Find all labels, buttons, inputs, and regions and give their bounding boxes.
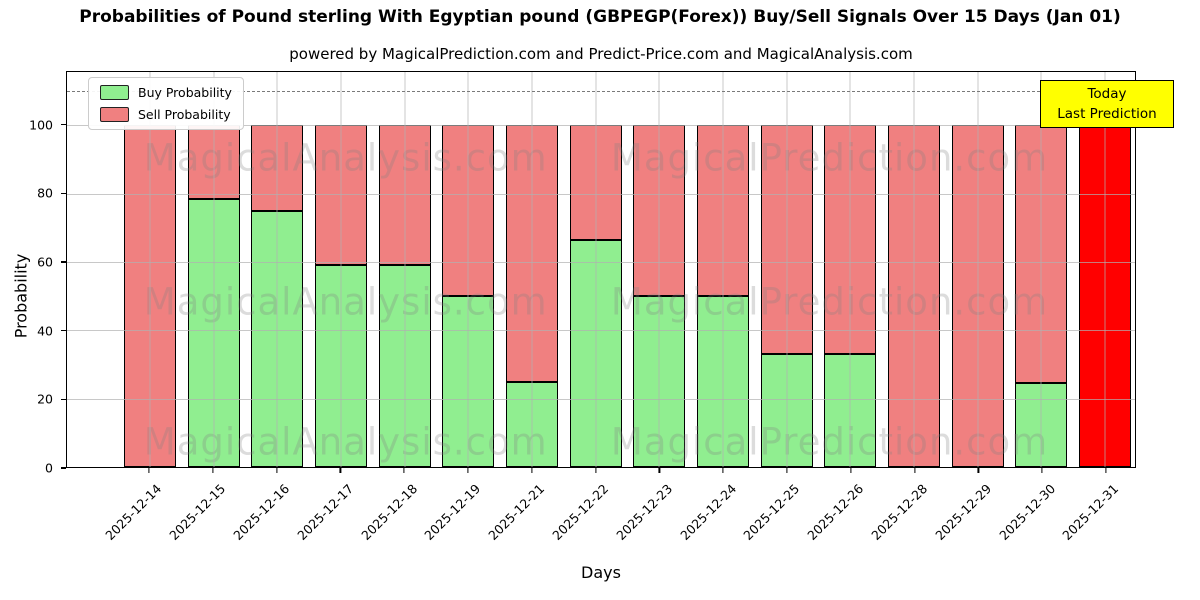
chart-subtitle: powered by MagicalPrediction.com and Pre… <box>289 45 913 63</box>
x-tick-label: 2025-12-30 <box>995 481 1058 543</box>
x-tick-label: 2025-12-15 <box>166 481 229 543</box>
watermark-text: MagicalPrediction.com <box>610 280 1049 324</box>
legend-label-buy: Buy Probability <box>138 85 232 100</box>
v-gridline <box>531 72 533 467</box>
legend: Buy Probability Sell Probability <box>88 77 244 130</box>
v-gridline <box>658 72 660 467</box>
h-gridline <box>67 398 1135 400</box>
v-gridline <box>340 72 342 467</box>
x-tick <box>786 468 788 473</box>
x-tick-label: 2025-12-19 <box>421 481 484 543</box>
y-tick <box>61 261 66 263</box>
x-tick <box>339 468 342 473</box>
v-gridline <box>786 72 788 467</box>
x-tick-label: 2025-12-21 <box>485 481 548 543</box>
h-gridline <box>67 261 1135 263</box>
x-tick <box>403 468 405 473</box>
x-tick-label: 2025-12-18 <box>357 481 420 543</box>
chart-title: Probabilities of Pound sterling With Egy… <box>79 7 1121 27</box>
y-tick-label: 40 <box>37 323 53 339</box>
v-gridline <box>849 72 851 467</box>
x-tick <box>467 468 469 473</box>
watermark-text: MagicalPrediction.com <box>610 420 1049 464</box>
x-tick-label: 2025-12-24 <box>676 481 739 543</box>
watermark-text: MagicalPrediction.com <box>610 136 1049 180</box>
x-tick <box>914 468 916 473</box>
x-tick-label: 2025-12-25 <box>740 481 803 543</box>
today-annotation-line2: Last Prediction <box>1057 106 1157 122</box>
v-gridline <box>595 72 597 467</box>
v-gridline <box>404 72 406 467</box>
legend-item-buy: Buy Probability <box>100 85 232 100</box>
y-tick <box>61 330 66 332</box>
x-tick <box>531 468 533 473</box>
sell-probability-swatch <box>100 107 129 122</box>
plot-area: Buy Probability Sell Probability Today L… <box>66 71 1174 468</box>
v-gridline <box>1040 72 1042 467</box>
y-axis: 0 20 40 60 80 100 <box>0 71 66 476</box>
x-tick-label: 2025-12-26 <box>804 481 867 543</box>
x-tick-label: 2025-12-22 <box>549 481 612 543</box>
x-axis-title: Days <box>581 563 621 582</box>
today-annotation: Today Last Prediction <box>1040 80 1174 128</box>
x-tick <box>148 468 150 473</box>
v-gridline <box>913 72 915 467</box>
x-tick-label: 2025-12-14 <box>102 481 165 543</box>
v-gridline <box>722 72 724 467</box>
h-gridline <box>67 330 1135 332</box>
x-tick <box>1105 468 1107 473</box>
x-tick-label: 2025-12-28 <box>868 481 931 543</box>
today-annotation-line1: Today <box>1087 85 1127 102</box>
y-tick-label: 20 <box>37 391 53 407</box>
buy-probability-swatch <box>100 85 129 100</box>
y-tick-label: 60 <box>37 254 53 270</box>
x-tick <box>658 468 661 473</box>
y-tick <box>61 123 66 126</box>
x-tick <box>722 468 724 473</box>
watermark-text: MagicalAnalysis.com <box>143 280 548 324</box>
y-tick-label: 0 <box>45 460 53 476</box>
legend-label-sell: Sell Probability <box>138 107 231 122</box>
x-tick <box>850 468 852 473</box>
h-gridline <box>67 125 1135 127</box>
x-tick-label: 2025-12-23 <box>613 481 676 543</box>
x-axis: 2025-12-14 2025-12-15 2025-12-16 2025-12-17… <box>66 468 1136 583</box>
y-tick-label: 100 <box>29 117 53 133</box>
watermark-text: MagicalAnalysis.com <box>143 136 548 180</box>
x-tick-label: 2025-12-16 <box>230 481 293 543</box>
x-tick <box>1041 468 1043 473</box>
v-gridline <box>977 72 979 467</box>
x-tick-label: 2025-12-31 <box>1059 481 1122 543</box>
x-tick <box>276 468 278 473</box>
y-tick-label: 80 <box>37 185 53 201</box>
x-tick <box>212 468 214 473</box>
v-gridline <box>467 72 469 467</box>
v-gridline <box>1104 72 1106 467</box>
x-tick <box>595 468 597 473</box>
v-gridline <box>149 72 151 467</box>
x-tick <box>977 468 980 473</box>
watermark-text: MagicalAnalysis.com <box>143 420 548 464</box>
v-gridline <box>276 72 278 467</box>
y-tick <box>61 192 66 194</box>
x-tick-label: 2025-12-29 <box>932 481 995 543</box>
y-tick <box>61 467 66 469</box>
v-gridline <box>213 72 215 467</box>
h-gridline <box>67 193 1135 195</box>
dashed-threshold-line <box>67 91 1135 93</box>
y-tick <box>61 398 66 400</box>
legend-item-sell: Sell Probability <box>100 107 232 122</box>
x-tick-label: 2025-12-17 <box>294 481 357 543</box>
